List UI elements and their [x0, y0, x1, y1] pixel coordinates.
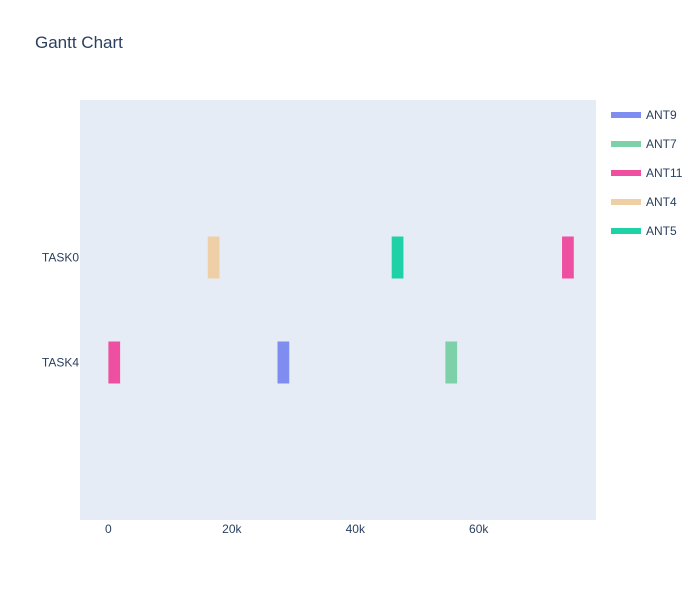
y-tick-label: TASK0: [42, 251, 79, 265]
legend-swatch-ant7: [611, 141, 641, 147]
plot-background: [80, 100, 596, 520]
bars-layer: [108, 236, 574, 384]
gantt-bar-ant5-task0: [391, 236, 404, 279]
legend: ANT9 ANT7 ANT11 ANT4 ANT5: [611, 108, 683, 238]
gantt-bar-ant9-task4: [277, 341, 290, 384]
legend-label-ant9: ANT9: [646, 108, 677, 122]
gantt-bar-ant7-task4: [445, 341, 458, 384]
x-axis-labels: 0 20k 40k 60k: [105, 522, 489, 536]
gantt-bar-ant11-task4: [108, 341, 121, 384]
x-tick-label: 0: [105, 522, 112, 536]
x-tick-label: 40k: [346, 522, 366, 536]
legend-label-ant7: ANT7: [646, 137, 677, 151]
x-tick-label: 20k: [222, 522, 242, 536]
gantt-bar-ant11-task0: [562, 236, 574, 279]
gantt-bar-ant4-task0: [207, 236, 220, 279]
legend-label-ant5: ANT5: [646, 224, 677, 238]
legend-label-ant11: ANT11: [646, 166, 683, 180]
x-tick-label: 60k: [469, 522, 489, 536]
y-tick-label: TASK4: [42, 356, 79, 370]
y-axis-labels: TASK0 TASK4: [42, 251, 79, 370]
chart-title: Gantt Chart: [35, 33, 123, 52]
legend-swatch-ant11: [611, 170, 641, 176]
legend-swatch-ant5: [611, 228, 641, 234]
legend-swatch-ant4: [611, 199, 641, 205]
legend-label-ant4: ANT4: [646, 195, 677, 209]
legend-swatch-ant9: [611, 112, 641, 118]
